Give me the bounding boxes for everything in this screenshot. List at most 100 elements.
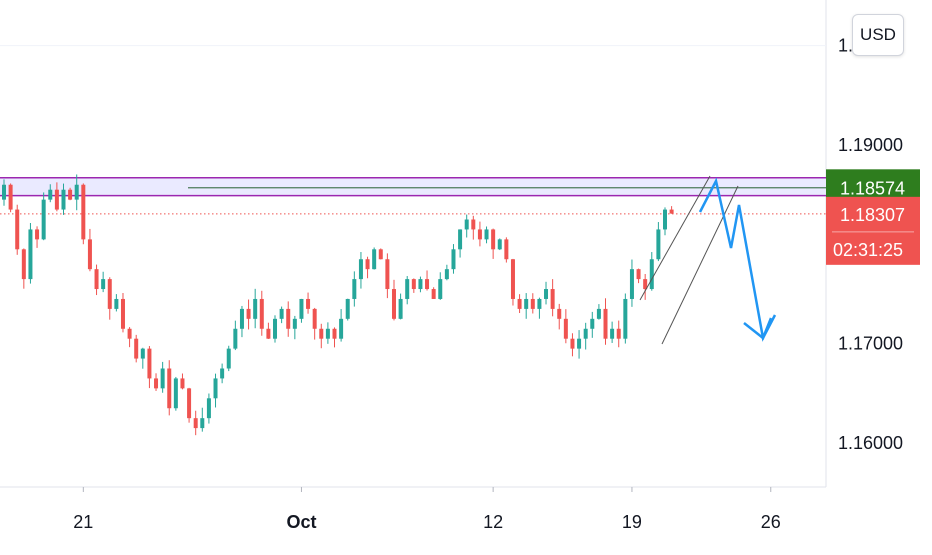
price-tick-label: 1.16000 bbox=[838, 433, 903, 453]
candle-body bbox=[649, 259, 654, 290]
candle-body bbox=[68, 189, 73, 200]
candle-body bbox=[87, 239, 92, 270]
resistance-zone bbox=[0, 177, 826, 215]
candle-body bbox=[339, 318, 344, 339]
candle-body bbox=[583, 328, 588, 339]
candle-body bbox=[193, 418, 198, 429]
time-tick-label: Oct bbox=[286, 512, 316, 532]
candle-body bbox=[603, 308, 608, 339]
candle-body bbox=[444, 269, 449, 280]
candle-body bbox=[266, 328, 271, 339]
time-tick-label: 19 bbox=[622, 512, 642, 532]
candle-body bbox=[319, 328, 324, 339]
candle-body bbox=[54, 189, 59, 210]
candle-body bbox=[656, 229, 661, 260]
candle-body bbox=[425, 279, 430, 290]
candle-body bbox=[233, 328, 238, 349]
channel-upper-line bbox=[639, 175, 711, 301]
candle-body bbox=[160, 368, 165, 389]
last-price-tag bbox=[826, 196, 920, 265]
candle-body bbox=[187, 388, 192, 419]
candle-body bbox=[332, 328, 337, 339]
candle-body bbox=[623, 298, 628, 339]
candle-body bbox=[173, 378, 178, 409]
candle-body bbox=[643, 279, 648, 290]
candle-body bbox=[94, 269, 99, 290]
candle-body bbox=[517, 298, 522, 309]
candle-body bbox=[438, 279, 443, 299]
candle-body bbox=[213, 378, 218, 399]
candle-body bbox=[464, 219, 469, 230]
candle-body bbox=[21, 249, 26, 280]
candle-body bbox=[114, 298, 119, 309]
candle-body bbox=[134, 338, 139, 359]
candle-body bbox=[107, 279, 112, 309]
candle-body bbox=[74, 184, 79, 200]
candle-body bbox=[28, 229, 33, 280]
candle-body bbox=[81, 184, 86, 240]
candle-body bbox=[484, 229, 489, 240]
candle-body bbox=[8, 184, 13, 210]
candle-body bbox=[372, 249, 377, 270]
projection-path bbox=[698, 177, 777, 342]
candle-body bbox=[590, 318, 595, 329]
grid bbox=[0, 0, 827, 488]
candle-body bbox=[200, 418, 205, 429]
bid-price-label: 1.18574 bbox=[840, 178, 905, 198]
candle-body bbox=[451, 249, 456, 270]
candle-body bbox=[431, 289, 436, 299]
candle-body bbox=[616, 328, 621, 339]
candle-body bbox=[345, 298, 350, 319]
candle-body bbox=[550, 289, 555, 309]
candle-body bbox=[577, 338, 582, 349]
candle-body bbox=[127, 328, 132, 339]
candle-body bbox=[253, 298, 258, 319]
candle-body bbox=[596, 308, 601, 319]
resistance-zone-fill bbox=[0, 177, 826, 196]
candle-body bbox=[636, 269, 641, 280]
candle-body bbox=[140, 348, 145, 359]
candle-body bbox=[570, 338, 575, 349]
candle-body bbox=[325, 328, 330, 339]
candle-body bbox=[312, 308, 317, 329]
candle-body bbox=[35, 229, 40, 240]
candle-body bbox=[669, 209, 674, 214]
drawings bbox=[639, 175, 777, 345]
candle-body bbox=[365, 259, 370, 270]
countdown-label: 02:31:25 bbox=[833, 240, 903, 260]
candle-body bbox=[239, 308, 244, 329]
channel-lower-line bbox=[661, 185, 739, 345]
time-axis[interactable]: 21 Oct 12 19 26 bbox=[73, 487, 781, 532]
candle-body bbox=[411, 279, 416, 290]
candle-body bbox=[101, 279, 106, 290]
time-tick-label: 12 bbox=[483, 512, 503, 532]
currency-button[interactable]: USD bbox=[852, 14, 904, 56]
candle-body bbox=[530, 298, 535, 309]
candle-body bbox=[491, 229, 496, 250]
candle-body bbox=[299, 298, 304, 319]
candle-body bbox=[180, 378, 185, 389]
candle-body bbox=[352, 279, 357, 299]
candle-body bbox=[41, 199, 46, 240]
candle-body bbox=[306, 298, 311, 309]
last-price-label: 1.18307 bbox=[840, 205, 905, 225]
candle-body bbox=[563, 318, 568, 339]
candle-body bbox=[458, 229, 463, 250]
candle-body bbox=[398, 298, 403, 319]
candle-body bbox=[206, 398, 211, 419]
candle-body bbox=[557, 308, 562, 319]
candle-body bbox=[48, 189, 53, 200]
time-tick-label: 21 bbox=[73, 512, 93, 532]
candle-body bbox=[279, 308, 284, 319]
candle-body bbox=[15, 209, 20, 250]
candle-body bbox=[524, 298, 529, 309]
candle-body bbox=[273, 318, 278, 339]
candle-body bbox=[385, 259, 390, 290]
candle-body bbox=[120, 298, 125, 329]
candle-body bbox=[167, 368, 172, 409]
price-tags: 1.18574 1.18307 02:31:25 bbox=[826, 169, 920, 265]
projection-arrowhead bbox=[743, 317, 773, 341]
candle-body bbox=[246, 308, 251, 319]
